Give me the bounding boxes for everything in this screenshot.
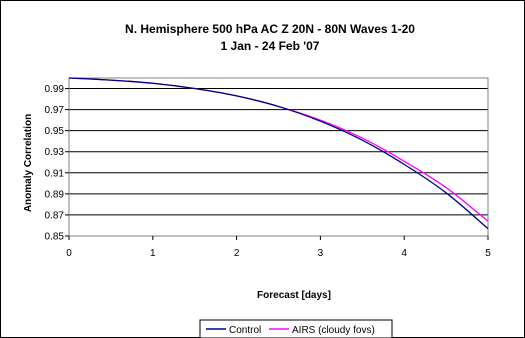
y-tick-label: 0.85 — [45, 232, 65, 243]
x-tick-label: 2 — [234, 248, 240, 259]
series-lines — [68, 77, 489, 230]
plot-area — [68, 77, 489, 237]
x-tick-labels: 0 1 2 3 4 5 — [66, 236, 491, 259]
chart-subtitle: 1 Jan - 24 Feb '07 — [221, 39, 320, 53]
x-tick-label: 1 — [150, 248, 156, 259]
x-tick-label: 4 — [401, 248, 407, 259]
series-line-control — [68, 77, 489, 230]
x-tick-label: 3 — [318, 248, 324, 259]
x-axis-label: Forecast [days] — [257, 290, 331, 301]
y-tick-label: 0.87 — [45, 210, 65, 221]
y-tick-label: 0.95 — [45, 126, 65, 137]
chart-title: N. Hemisphere 500 hPa AC Z 20N - 80N Wav… — [125, 22, 415, 36]
y-tick-label: 0.91 — [45, 168, 65, 179]
x-tick-label: 5 — [485, 248, 491, 259]
legend-label-control: Control — [229, 325, 261, 336]
y-tick-label: 0.89 — [45, 189, 65, 200]
legend-box — [199, 319, 393, 338]
x-tick-label: 0 — [66, 248, 72, 259]
y-tick-label: 0.97 — [45, 105, 65, 116]
legend: Control AIRS (cloudy fovs) — [199, 319, 393, 338]
y-tick-label: 0.99 — [45, 84, 65, 95]
y-tick-label: 0.93 — [45, 147, 65, 158]
y-axis-label: Anomaly Correlation — [23, 114, 34, 212]
legend-label-airs: AIRS (cloudy fovs) — [292, 325, 375, 336]
y-tick-labels: 0.85 0.87 0.89 0.91 0.93 0.95 0.97 0.99 — [45, 84, 69, 243]
